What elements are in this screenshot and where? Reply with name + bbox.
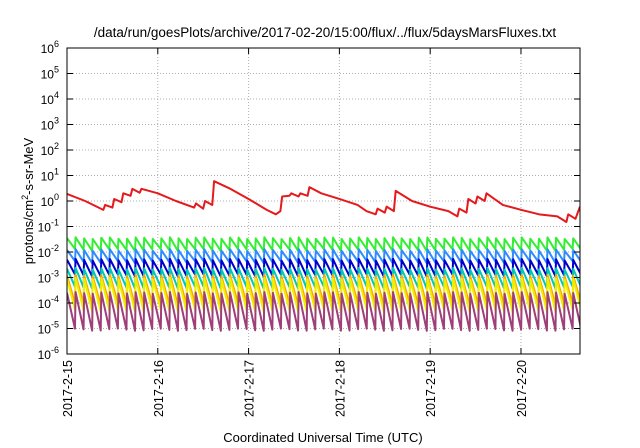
y-tick-label: 103 xyxy=(41,116,59,133)
x-axis-label: Coordinated Universal Time (UTC) xyxy=(223,430,422,445)
y-tick-base: 10 xyxy=(41,119,55,133)
y-tick-exponent: 3 xyxy=(54,116,59,126)
y-tick-label: 10-4 xyxy=(38,294,59,311)
series-line-1 xyxy=(67,236,580,253)
x-tick-label: 2017-2-18 xyxy=(333,360,347,417)
y-tick-base: 10 xyxy=(41,93,55,107)
x-tick-label: 2017-2-19 xyxy=(424,360,438,417)
y-tick-base: 10 xyxy=(41,195,55,209)
y-tick-exponent: -6 xyxy=(51,345,59,355)
x-axis: 2017-2-15 2017-2-16 2017-2-17 2017-2-18 2017… xyxy=(61,48,529,417)
y-axis-label: protons/cm2-s-sr-MeV xyxy=(20,137,36,264)
y-axis: 10-610-510-410-310-210-11001011021031041… xyxy=(38,39,580,362)
y-tick-base: 10 xyxy=(41,68,55,82)
y-tick-base: 10 xyxy=(38,272,52,286)
y-tick-exponent: -3 xyxy=(51,269,59,279)
x-tick-label: 2017-2-17 xyxy=(243,360,257,417)
y-tick-base: 10 xyxy=(38,221,52,235)
x-tick-label: 2017-2-20 xyxy=(515,360,529,417)
x-tick-label: 2017-2-16 xyxy=(152,360,166,417)
y-tick-base: 10 xyxy=(41,144,55,158)
series-line-4 xyxy=(67,266,580,290)
series-line-3 xyxy=(67,257,580,278)
y-tick-label: 102 xyxy=(41,141,59,158)
y-tick-label: 10-1 xyxy=(38,218,59,235)
y-tick-exponent: 1 xyxy=(54,167,59,177)
y-tick-label: 101 xyxy=(41,167,59,184)
y-tick-base: 10 xyxy=(38,348,52,362)
plot-area xyxy=(67,180,580,332)
y-tick-base: 10 xyxy=(38,246,52,260)
y-tick-label: 10-2 xyxy=(38,243,59,260)
y-axis-label-base: protons/cm xyxy=(21,200,36,264)
y-tick-label: 100 xyxy=(41,192,59,209)
y-tick-label: 106 xyxy=(41,39,59,56)
y-tick-exponent: 2 xyxy=(54,141,59,151)
y-tick-exponent: -1 xyxy=(51,218,59,228)
y-tick-base: 10 xyxy=(38,323,52,337)
series-line-2 xyxy=(67,248,580,265)
y-tick-exponent: 5 xyxy=(54,65,59,75)
series-line-6 xyxy=(67,276,580,313)
y-tick-base: 10 xyxy=(38,297,52,311)
y-tick-exponent: -4 xyxy=(51,294,59,304)
series-line-0 xyxy=(67,180,580,224)
y-axis-label-rest: -s-sr-MeV xyxy=(21,137,36,194)
y-tick-label: 10-3 xyxy=(38,269,59,286)
y-tick-base: 10 xyxy=(41,42,55,56)
y-tick-exponent: -5 xyxy=(51,320,59,330)
y-tick-label: 10-6 xyxy=(38,345,59,362)
y-tick-exponent: 4 xyxy=(54,90,59,100)
y-tick-label: 105 xyxy=(41,65,59,82)
y-tick-exponent: 6 xyxy=(54,39,59,49)
series-line-7 xyxy=(67,291,580,332)
y-tick-label: 10-5 xyxy=(38,320,59,337)
y-tick-label: 104 xyxy=(41,90,59,107)
x-tick-label: 2017-2-15 xyxy=(61,360,75,417)
y-tick-base: 10 xyxy=(41,170,55,184)
y-tick-exponent: -2 xyxy=(51,243,59,253)
chart-title: /data/run/goesPlots/archive/2017-02-20/1… xyxy=(94,25,556,40)
y-axis-label-sup: 2 xyxy=(20,195,30,200)
y-tick-exponent: 0 xyxy=(54,192,59,202)
